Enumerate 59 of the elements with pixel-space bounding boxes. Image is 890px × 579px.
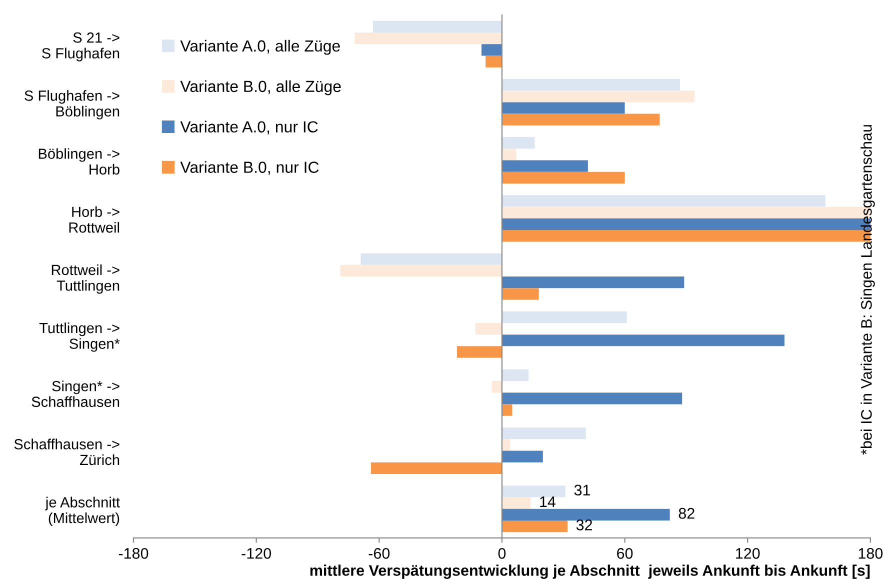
y-tick-label: Rottweil -> Tuttlingen bbox=[52, 264, 120, 294]
x-tick-label: 120 bbox=[736, 548, 760, 559]
annotation: *bei IC in Variante B: Singen Landesgartenschau bbox=[860, 125, 875, 455]
bar bbox=[502, 404, 512, 416]
y-tick-label: Tuttlingen -> Singen* bbox=[39, 322, 120, 352]
data-label: 32 bbox=[576, 520, 592, 530]
bar bbox=[502, 392, 682, 404]
bar bbox=[502, 195, 826, 207]
bar bbox=[502, 90, 694, 102]
bar bbox=[502, 369, 529, 382]
bar bbox=[360, 253, 502, 265]
x-tick-label: -120 bbox=[242, 548, 272, 559]
legend-label: Variante A.0, nur IC bbox=[180, 120, 318, 134]
bar bbox=[502, 160, 588, 172]
bar bbox=[502, 486, 566, 498]
bar bbox=[354, 32, 502, 44]
y-tick-label: Singen* -> Schaffhausen bbox=[32, 380, 120, 407]
bar bbox=[340, 264, 502, 276]
x-tick-label: 60 bbox=[617, 548, 633, 559]
x-tick-label: 180 bbox=[858, 548, 883, 559]
data-label: 82 bbox=[678, 508, 694, 519]
x-tick-label: -60 bbox=[368, 548, 390, 559]
bar bbox=[502, 137, 535, 149]
data-label: 14 bbox=[540, 496, 556, 507]
legend-label: Variante A.0, alle Züge bbox=[180, 40, 340, 55]
bar bbox=[502, 334, 784, 346]
bar bbox=[373, 20, 502, 32]
bar bbox=[456, 346, 502, 358]
bar bbox=[486, 56, 502, 68]
legend-label: Variante B.0, nur IC bbox=[180, 161, 319, 175]
y-tick-label: Schaffhausen -> Zürich bbox=[14, 438, 120, 466]
bar bbox=[502, 102, 625, 114]
bar bbox=[502, 288, 539, 300]
bar bbox=[502, 114, 660, 126]
bar bbox=[502, 497, 531, 509]
data-label: 31 bbox=[574, 484, 590, 496]
bar bbox=[502, 508, 670, 520]
x-tick-label: -180 bbox=[118, 548, 148, 559]
bar bbox=[502, 520, 568, 532]
y-tick-label: Böblingen -> Horb bbox=[38, 148, 120, 175]
bar bbox=[502, 148, 516, 160]
y-tick-label: S 21 -> S Flughafen bbox=[42, 32, 120, 62]
bar bbox=[502, 172, 625, 184]
bar bbox=[502, 450, 543, 462]
bar bbox=[502, 439, 510, 451]
x-tick-label: 0 bbox=[498, 548, 506, 559]
x-axis-title: mittlere Verspätungsentwicklung je Abschnitt jeweils Ankunft bis Ankunft [s] bbox=[310, 564, 870, 579]
bar bbox=[502, 276, 684, 288]
legend-label: Variante B.0, alle Züge bbox=[180, 80, 341, 96]
bar bbox=[492, 381, 502, 393]
bar bbox=[502, 311, 627, 323]
y-tick-label: S Flughafen -> Böblingen bbox=[24, 90, 120, 120]
bar bbox=[475, 322, 502, 335]
bar bbox=[370, 462, 502, 474]
y-tick-label: Horb -> Rottweil bbox=[69, 206, 120, 233]
y-tick-label: je Abschnitt (Mittelwert) bbox=[45, 496, 120, 526]
bar bbox=[502, 78, 680, 91]
bar bbox=[502, 428, 586, 440]
bar bbox=[481, 44, 502, 56]
